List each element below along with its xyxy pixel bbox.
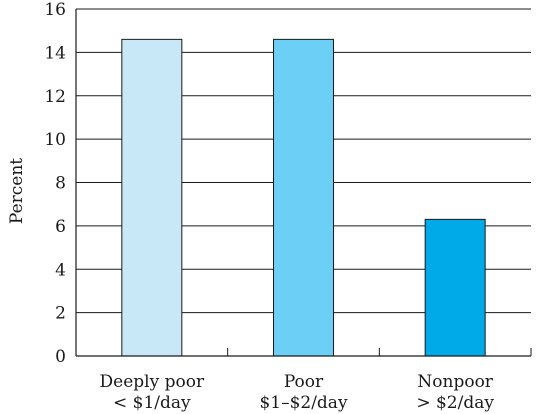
y-tick-labels: 0 2 4 6 8 10 12 14 16 [44,0,66,367]
y-tick-label: 2 [55,304,66,324]
y-tick-label: 12 [44,87,66,107]
y-tick-label: 16 [44,0,66,20]
bar [121,38,183,357]
category-label-line2: > $2/day [416,393,494,413]
bar [424,218,486,357]
category-label-line1: Nonpoor [417,372,493,392]
bars [121,38,486,357]
category-label-line2: < $1/day [113,393,191,413]
y-tick-label: 0 [55,347,66,367]
y-axis-title: Percent [7,158,27,224]
axes [75,9,532,357]
category-label-line1: Poor [284,372,324,392]
category-label-line1: Deeply poor [100,372,205,392]
category-label-line2: $1–$2/day [259,393,348,413]
y-tick-label: 6 [55,217,66,237]
bar [273,38,334,357]
y-tick-label: 4 [55,260,66,280]
y-tick-label: 10 [44,130,66,150]
y-tick-label: 14 [44,43,66,63]
category-labels: Deeply poor< $1/day Poor$1–$2/day Nonpoor>… [100,372,495,413]
y-tick-label: 8 [55,174,66,194]
